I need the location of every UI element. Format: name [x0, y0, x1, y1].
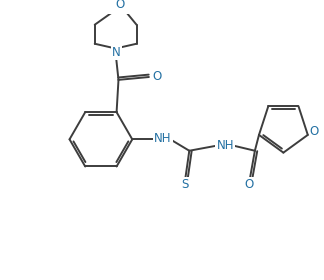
- Text: O: O: [245, 178, 254, 192]
- Text: S: S: [181, 178, 188, 192]
- Text: N: N: [112, 46, 121, 59]
- Text: NH: NH: [217, 139, 234, 151]
- Text: O: O: [310, 125, 319, 137]
- Text: O: O: [152, 69, 161, 83]
- Text: NH: NH: [154, 132, 171, 145]
- Text: O: O: [116, 0, 125, 11]
